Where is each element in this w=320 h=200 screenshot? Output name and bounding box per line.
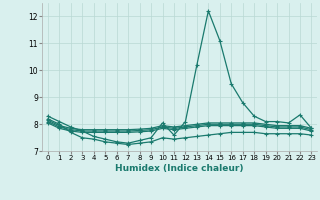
- X-axis label: Humidex (Indice chaleur): Humidex (Indice chaleur): [116, 164, 244, 173]
